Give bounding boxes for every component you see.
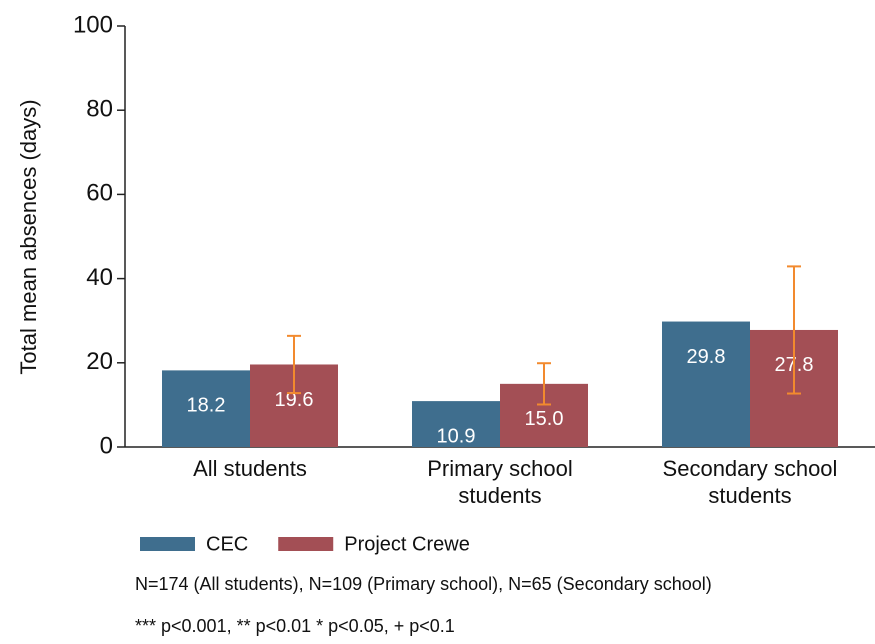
y-axis-label: Total mean absences (days) — [16, 99, 41, 374]
legend-swatch — [278, 537, 334, 551]
bar — [162, 370, 250, 447]
value-label: 19.6 — [275, 389, 314, 411]
y-tick-label: 100 — [73, 11, 113, 38]
note: *** p<0.001, ** p<0.01 * p<0.05, + p<0.1 — [135, 616, 455, 636]
x-tick-label: Secondary school students — [663, 456, 838, 508]
value-label: 15.0 — [525, 408, 564, 430]
x-tick-label: Primary school students — [427, 456, 572, 508]
y-tick-label: 40 — [86, 264, 113, 291]
y-tick-label: 80 — [86, 96, 113, 123]
legend-label: Project Crewe — [344, 533, 470, 555]
value-label: 10.9 — [437, 425, 476, 447]
error-bar — [287, 334, 301, 395]
bar — [412, 401, 500, 447]
error-bar — [787, 265, 801, 395]
y-tick-label: 60 — [86, 180, 113, 207]
y-tick-label: 20 — [86, 348, 113, 375]
value-label: 29.8 — [687, 346, 726, 368]
bar — [662, 321, 750, 447]
error-bar — [537, 362, 551, 406]
note: N=174 (All students), N=109 (Primary sch… — [135, 574, 712, 594]
value-label: 18.2 — [187, 395, 226, 417]
y-tick-label: 0 — [100, 432, 113, 459]
legend-swatch — [140, 537, 195, 551]
x-tick-label: All students — [193, 456, 307, 481]
legend-label: CEC — [206, 533, 248, 555]
